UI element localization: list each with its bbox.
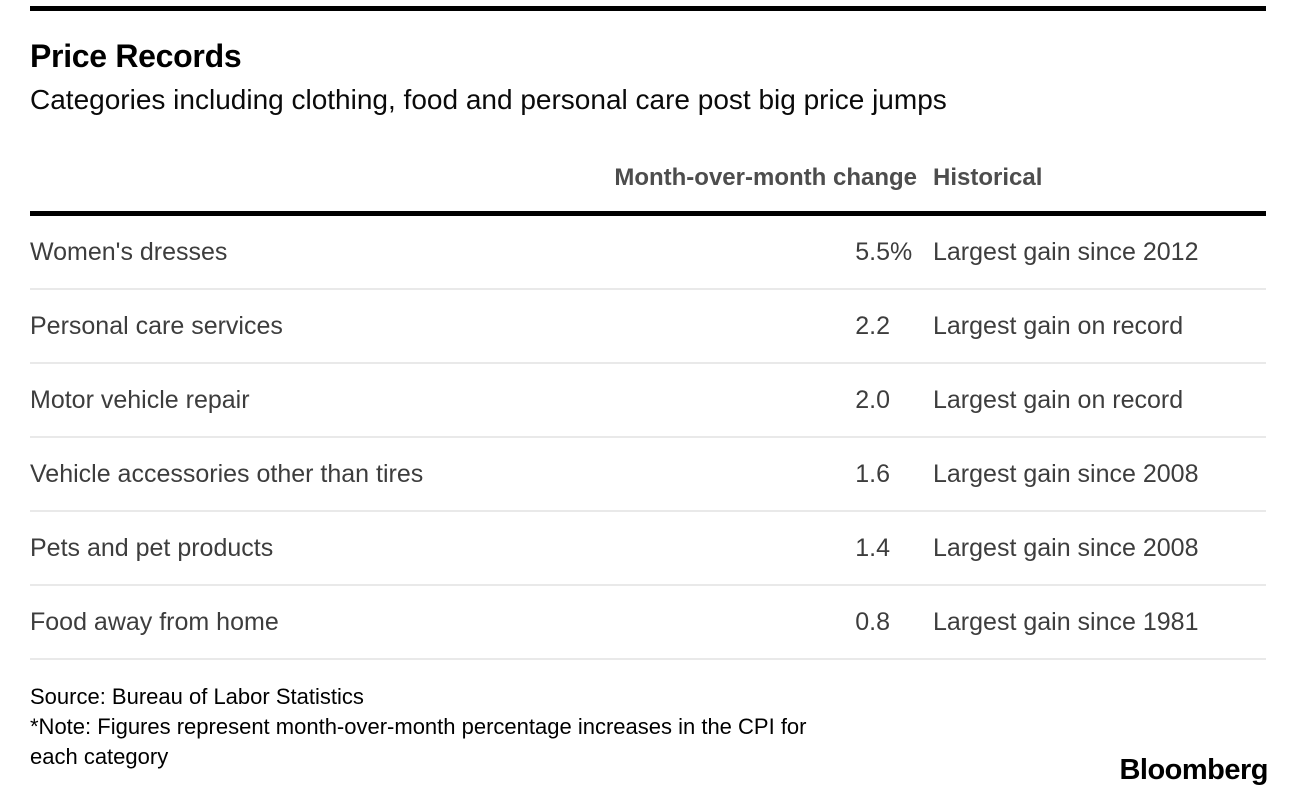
table-row: Women's dresses 5.5 % Largest gain since…	[30, 216, 1266, 290]
historical-cell: Largest gain on record	[933, 385, 1184, 414]
table-row: Vehicle accessories other than tires 1.6…	[30, 438, 1266, 512]
header-rule	[30, 211, 1266, 216]
category-cell: Personal care services	[30, 311, 283, 340]
footer-notes: Source: Bureau of Labor Statistics *Note…	[30, 682, 1266, 772]
value-cell: 1.4	[855, 533, 890, 562]
table-column-headers: Month-over-month change Historical	[30, 163, 1266, 211]
category-cell: Vehicle accessories other than tires	[30, 459, 424, 488]
value-cell: 2.0	[855, 385, 890, 414]
column-header-change: Month-over-month change	[614, 164, 917, 191]
bloomberg-logo: Bloomberg	[1119, 754, 1268, 786]
table-row: Food away from home 0.8 Largest gain sin…	[30, 586, 1266, 660]
table-row: Pets and pet products 1.4 Largest gain s…	[30, 512, 1266, 586]
column-header-historical: Historical	[933, 164, 1043, 191]
historical-cell: Largest gain since 2008	[933, 459, 1199, 488]
historical-cell: Largest gain since 2008	[933, 533, 1199, 562]
chart-title: Price Records	[30, 38, 242, 74]
category-cell: Pets and pet products	[30, 533, 274, 562]
category-cell: Women's dresses	[30, 237, 228, 266]
value-suffix: %	[890, 237, 913, 266]
table-row: Motor vehicle repair 2.0 Largest gain on…	[30, 364, 1266, 438]
chart-subtitle: Categories including clothing, food and …	[30, 84, 947, 115]
table-row: Personal care services 2.2 Largest gain …	[30, 290, 1266, 364]
category-cell: Motor vehicle repair	[30, 385, 250, 414]
value-cell: 1.6	[855, 459, 890, 488]
historical-cell: Largest gain since 2012	[933, 237, 1199, 266]
note-line-1: *Note: Figures represent month-over-mont…	[30, 714, 807, 739]
source-line: Source: Bureau of Labor Statistics	[30, 684, 364, 709]
value-cell: 5.5	[855, 237, 890, 266]
value-cell: 0.8	[855, 607, 890, 636]
column-header-gap	[917, 163, 933, 193]
note-line-2: each category	[30, 744, 169, 769]
historical-cell: Largest gain on record	[933, 311, 1184, 340]
value-cell: 2.2	[855, 311, 890, 340]
category-cell: Food away from home	[30, 607, 279, 636]
historical-cell: Largest gain since 1981	[933, 607, 1199, 636]
top-rule	[30, 6, 1266, 11]
table-body: Women's dresses 5.5 % Largest gain since…	[30, 216, 1266, 660]
